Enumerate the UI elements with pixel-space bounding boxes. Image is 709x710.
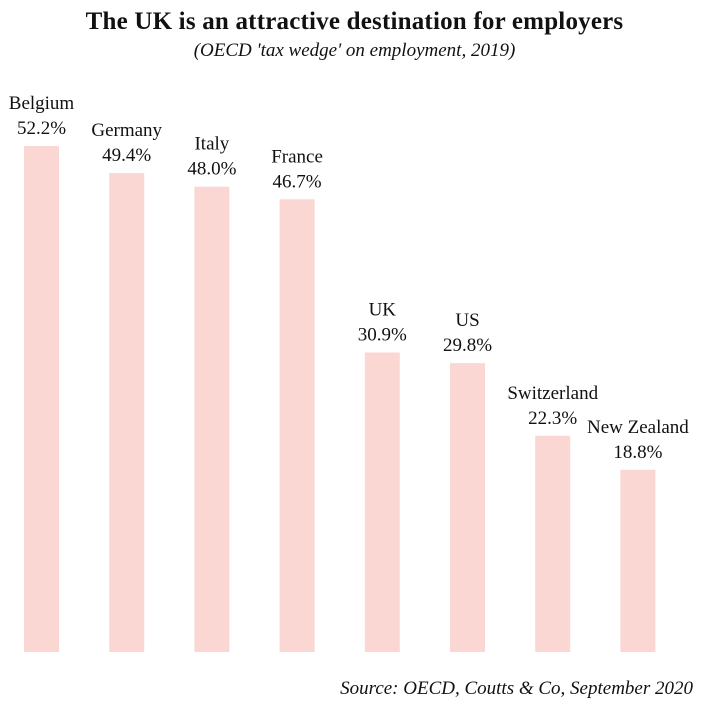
- category-label-uk: UK: [369, 300, 397, 321]
- value-label-belgium: 52.2%: [17, 118, 66, 139]
- chart-source: Source: OECD, Coutts & Co, September 202…: [340, 678, 693, 699]
- value-label-france: 46.7%: [273, 171, 322, 192]
- category-label-france: France: [271, 146, 323, 167]
- category-label-switzerland: Switzerland: [507, 383, 598, 404]
- bar-italy: [194, 186, 230, 652]
- bar-france: [279, 199, 315, 653]
- value-label-switzerland: 22.3%: [528, 408, 577, 429]
- bar-switzerland: [535, 435, 571, 652]
- value-label-italy: 48.0%: [187, 159, 236, 180]
- category-label-germany: Germany: [91, 120, 162, 141]
- value-label-uk: 30.9%: [358, 325, 407, 346]
- value-label-new-zealand: 18.8%: [613, 442, 662, 463]
- bar-belgium: [24, 146, 59, 652]
- category-label-us: US: [455, 310, 479, 331]
- chart-subtitle: (OECD 'tax wedge' on employment, 2019): [193, 40, 516, 61]
- value-label-us: 29.8%: [443, 335, 492, 356]
- bar-us: [450, 363, 485, 652]
- bar-germany: [109, 173, 145, 652]
- category-label-belgium: Belgium: [9, 93, 75, 114]
- value-label-germany: 49.4%: [102, 145, 151, 166]
- category-label-new-zealand: New Zealand: [587, 417, 689, 438]
- bar-uk: [364, 352, 400, 652]
- category-label-italy: Italy: [194, 134, 229, 155]
- bar-new-zealand: [620, 469, 656, 652]
- chart-title: The UK is an attractive destination for …: [85, 8, 624, 35]
